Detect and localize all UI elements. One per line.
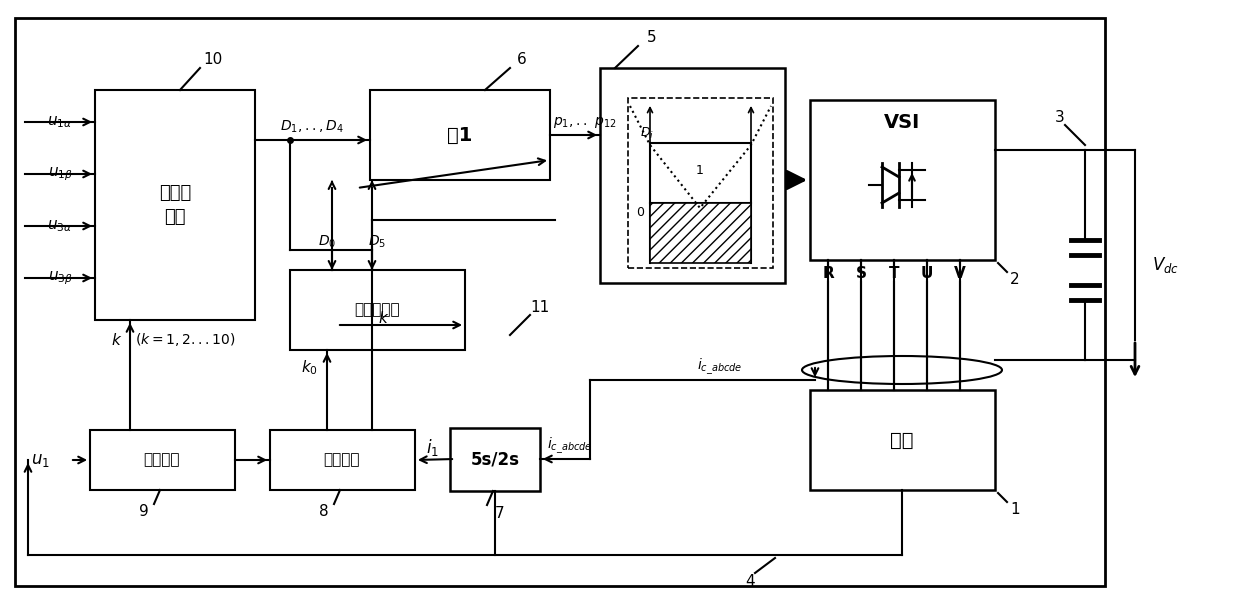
Text: V: V: [954, 267, 966, 282]
Text: 表1: 表1: [447, 125, 473, 144]
Text: R: R: [823, 267, 834, 282]
Text: 6: 6: [517, 53, 527, 67]
Text: 10: 10: [203, 53, 223, 67]
Text: 1: 1: [696, 164, 704, 178]
Text: $i_{c\_abcde}$: $i_{c\_abcde}$: [698, 357, 742, 377]
Bar: [95, 90, 255, 320]
Text: $(k=1,2...10)$: $(k=1,2...10)$: [135, 331, 235, 348]
Ellipse shape: [802, 356, 1002, 384]
Text: $i_{c\_abcde}$: $i_{c\_abcde}$: [548, 436, 592, 456]
Text: 4: 4: [745, 573, 755, 588]
Text: 计算: 计算: [165, 208, 186, 226]
Text: $D_0$: $D_0$: [318, 234, 336, 250]
Text: 扇区判断: 扇区判断: [144, 453, 180, 467]
Bar: [15, 18, 1105, 586]
Bar: [370, 90, 550, 180]
Text: $k$: $k$: [378, 310, 389, 326]
Text: $u_{3\alpha}$: $u_{3\alpha}$: [47, 218, 73, 234]
Text: $\boldsymbol{i_1}$: $\boldsymbol{i_1}$: [425, 436, 439, 458]
Text: 5: 5: [647, 30, 657, 45]
Text: VSI: VSI: [883, 113, 921, 132]
Text: 占空比: 占空比: [159, 184, 191, 202]
Text: 3: 3: [1056, 110, 1064, 125]
Text: $\boldsymbol{u_1}$: $\boldsymbol{u_1}$: [31, 451, 50, 469]
Text: $V_{dc}$: $V_{dc}$: [1151, 255, 1178, 275]
Bar: [90, 430, 235, 490]
Text: 5s/2s: 5s/2s: [471, 450, 519, 468]
Text: T: T: [888, 267, 900, 282]
Bar: [810, 390, 995, 490]
Bar: [628, 98, 773, 268]
Text: $u_{1\alpha}$: $u_{1\alpha}$: [47, 114, 73, 130]
Bar: [290, 270, 465, 350]
Text: S: S: [855, 267, 866, 282]
Text: $D_5$: $D_5$: [368, 234, 387, 250]
Text: 7: 7: [496, 505, 504, 521]
Text: $u_{3\beta}$: $u_{3\beta}$: [47, 269, 72, 287]
Text: 9: 9: [139, 505, 149, 519]
Text: $k_0$: $k_0$: [301, 359, 317, 378]
Text: 8: 8: [320, 505, 328, 519]
Bar: [450, 428, 540, 491]
Bar: [270, 430, 415, 490]
Text: 11: 11: [530, 301, 550, 316]
Text: 扇区判断: 扇区判断: [323, 453, 361, 467]
Text: 0: 0: [636, 207, 644, 219]
Bar: [600, 68, 786, 283]
Text: 1: 1: [1010, 502, 1020, 518]
Text: $D_1,.., D_4$: $D_1,.., D_4$: [280, 119, 344, 135]
Bar: [810, 100, 995, 260]
Text: U: U: [921, 267, 933, 282]
Text: $p_1,..\ p_{12}$: $p_1,..\ p_{12}$: [554, 115, 617, 130]
Text: 负载: 负载: [891, 430, 913, 450]
Text: 2: 2: [1010, 273, 1020, 287]
Text: $u_{1\beta}$: $u_{1\beta}$: [47, 165, 72, 183]
Bar: [650, 203, 751, 263]
Text: $D_i$: $D_i$: [641, 125, 654, 141]
Text: $k$: $k$: [112, 332, 123, 348]
Text: 占空比计算: 占空比计算: [354, 302, 400, 318]
